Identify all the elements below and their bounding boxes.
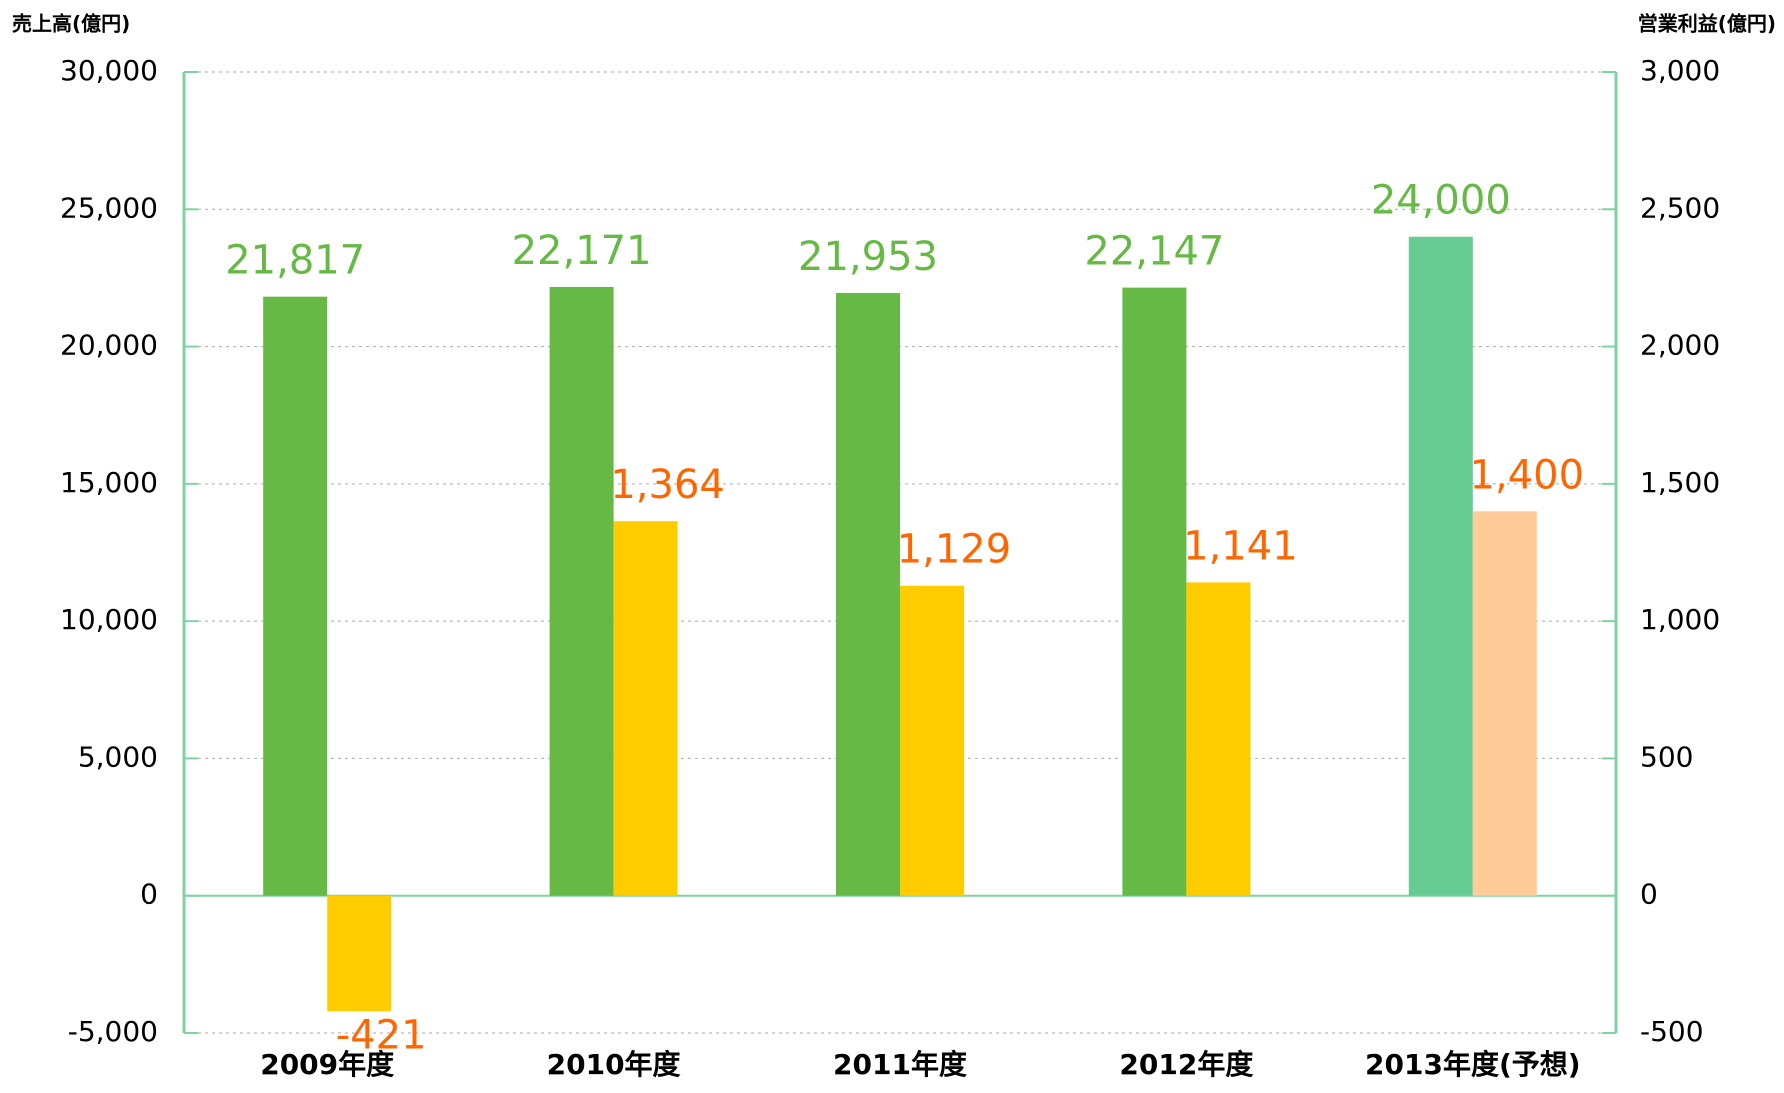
value-label: 22,147 — [1084, 229, 1224, 275]
y2-tick-label: 0 — [1640, 878, 1658, 911]
y2-tick-label: 1,000 — [1640, 603, 1720, 636]
x-tick-label: 2012年度 — [1119, 1048, 1253, 1081]
x-tick-label: 2013年度(予想) — [1365, 1048, 1581, 1081]
x-tick-label: 2011年度 — [833, 1048, 967, 1081]
y-tick-label: 0 — [140, 878, 158, 911]
bar — [1122, 287, 1187, 896]
bar — [836, 292, 900, 896]
y2-tick-label: 2,000 — [1640, 329, 1720, 362]
y-axis-title: 売上高(億円) — [12, 12, 130, 36]
value-label: -421 — [336, 1012, 427, 1058]
y2-tick-label: 3,000 — [1640, 54, 1720, 87]
y2-axis-title: 営業利益(億円) — [1638, 12, 1776, 36]
value-label: 1,129 — [897, 527, 1012, 573]
bar — [263, 296, 328, 896]
value-label: 24,000 — [1371, 178, 1511, 224]
y2-tick-label: 1,500 — [1640, 466, 1720, 499]
y2-tick-label: 2,500 — [1640, 191, 1720, 224]
x-tick-label: 2010年度 — [547, 1048, 681, 1081]
y-tick-label: -5,000 — [68, 1015, 158, 1048]
value-label: 1,400 — [1470, 452, 1585, 498]
bar — [1186, 582, 1251, 896]
bar — [1472, 511, 1537, 896]
y-tick-label: 15,000 — [60, 466, 158, 499]
bar — [1408, 236, 1473, 896]
value-label: 1,141 — [1183, 523, 1298, 569]
y-tick-label: 30,000 — [60, 54, 158, 87]
y2-tick-label: -500 — [1640, 1015, 1704, 1048]
x-tick-label: 2009年度 — [260, 1048, 394, 1081]
value-label: 22,171 — [512, 228, 652, 274]
y-tick-label: 10,000 — [60, 603, 158, 636]
bar — [613, 521, 678, 896]
y-tick-label: 25,000 — [60, 191, 158, 224]
bar — [549, 286, 614, 896]
y-tick-label: 5,000 — [78, 740, 158, 773]
bar — [900, 585, 964, 896]
value-label: 21,817 — [225, 238, 365, 284]
y2-tick-label: 500 — [1640, 740, 1693, 773]
y-tick-label: 20,000 — [60, 329, 158, 362]
value-label: 21,953 — [798, 234, 938, 280]
value-label: 1,364 — [610, 462, 725, 508]
bar — [327, 895, 392, 1012]
